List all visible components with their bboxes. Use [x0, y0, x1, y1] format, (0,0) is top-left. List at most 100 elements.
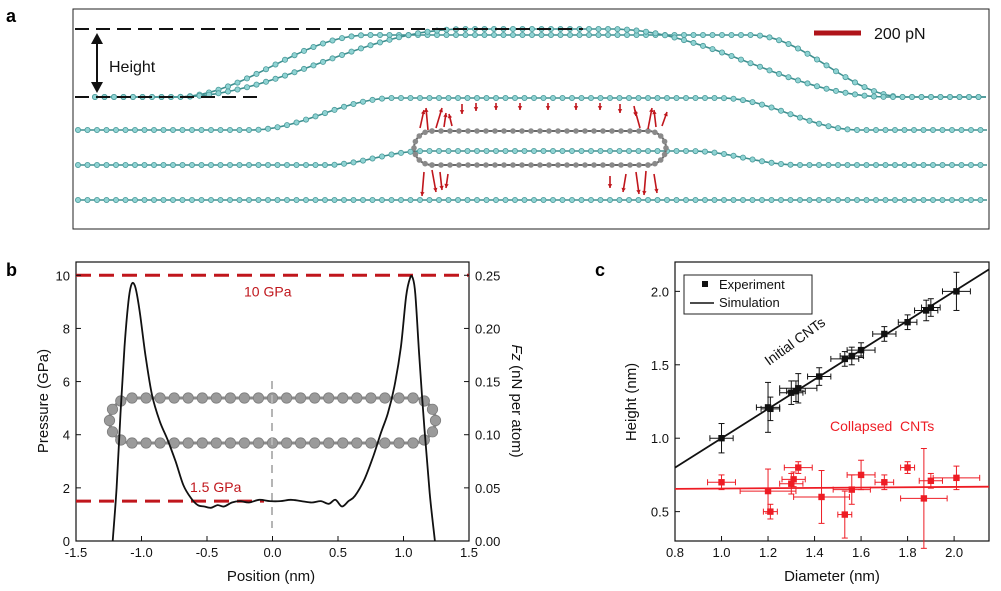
graphene-layer-3-atom	[702, 95, 709, 102]
graphene-layer-2-atom	[958, 161, 965, 168]
cnt-a-atom	[429, 162, 435, 168]
graphene-layer-1-atom	[835, 196, 842, 203]
b-x-tick-label: -1.5	[65, 545, 87, 560]
graphene-layer-1-atom	[113, 196, 120, 203]
cnt-a-atom	[555, 128, 561, 134]
cnt-a-atom	[510, 128, 516, 134]
b-cnt-atom	[426, 426, 439, 438]
force-arrow-head	[443, 113, 448, 118]
graphene-layer-5-atom	[586, 25, 593, 32]
b-y-tick-label: 4	[63, 428, 70, 443]
graphene-layer-2-atom	[245, 161, 252, 168]
graphene-layer-5-atom	[833, 87, 840, 94]
b-cnt-atom	[224, 392, 236, 404]
b-y-tick-label: 2	[63, 481, 70, 496]
graphene-layer-2-atom	[369, 155, 376, 162]
graphene-layer-2-atom	[113, 161, 120, 168]
graphene-layer-5-atom	[966, 94, 973, 101]
graphene-layer-1-atom	[588, 196, 595, 203]
graphene-layer-3-atom	[359, 98, 366, 105]
graphene-layer-3-atom	[635, 95, 642, 102]
graphene-layer-3-atom	[835, 125, 842, 132]
graphene-layer-2-atom	[312, 161, 319, 168]
graphene-layer-2-atom	[844, 161, 851, 168]
graphene-layer-2-atom	[388, 151, 395, 158]
graphene-layer-5-atom	[291, 69, 298, 76]
graphene-layer-2-atom	[692, 148, 699, 155]
graphene-layer-5-atom	[624, 26, 631, 33]
b-cnt-atom	[106, 403, 119, 415]
graphene-layer-1-atom	[730, 196, 737, 203]
graphene-layer-1-atom	[502, 196, 509, 203]
graphene-layer-4-atom	[471, 32, 478, 39]
graphene-layer-2-atom	[331, 161, 338, 168]
graphene-layer-4-atom	[605, 32, 612, 39]
graphene-layer-1-atom	[778, 196, 785, 203]
graphene-layer-3-atom	[369, 96, 376, 103]
cnt-a-atom	[422, 129, 428, 136]
initial-data-point	[767, 405, 774, 413]
graphene-layer-3-atom	[350, 101, 357, 108]
graphene-layer-3-atom	[749, 99, 756, 106]
cnt-a-atom	[474, 128, 480, 134]
graphene-layer-2-atom	[492, 147, 499, 154]
graphene-layer-3-atom	[131, 127, 138, 134]
graphene-layer-1-atom	[559, 196, 566, 203]
graphene-layer-3-atom	[445, 95, 452, 102]
c-y-axis-title: Height (nm)	[623, 363, 640, 441]
b-cnt-atom	[407, 437, 419, 449]
graphene-layer-1-atom	[302, 196, 309, 203]
force-arrow-head	[636, 189, 641, 194]
graphene-layer-4-atom	[529, 32, 536, 39]
graphene-layer-2-atom	[483, 147, 490, 154]
c-y-tick-label: 0.5	[651, 505, 669, 520]
cnt-a-atom	[456, 128, 462, 134]
cnt-a-atom	[501, 162, 507, 168]
graphene-layer-1-atom	[844, 196, 851, 203]
b-cnt-atom	[115, 434, 127, 446]
graphene-layer-4-atom	[348, 33, 355, 40]
cnt-a-atom	[546, 162, 552, 168]
graphene-layer-2-atom	[778, 160, 785, 167]
b-y-axis-title: Pressure (GPa)	[35, 349, 52, 453]
graphene-layer-2-atom	[150, 161, 157, 168]
graphene-layer-1-atom	[473, 196, 480, 203]
graphene-layer-1-atom	[759, 196, 766, 203]
graphene-layer-1-atom	[264, 196, 271, 203]
graphene-layer-5-atom	[262, 78, 269, 85]
graphene-layer-3-atom	[654, 95, 661, 102]
b-y2-axis-title-symbol: Fz	[508, 344, 525, 361]
graphene-layer-1-atom	[283, 196, 290, 203]
b-cnt-atom	[196, 437, 208, 449]
graphene-layer-4-atom	[681, 32, 688, 39]
graphene-layer-3-atom	[873, 127, 880, 134]
graphene-layer-2-atom	[445, 147, 452, 154]
graphene-layer-1-atom	[435, 196, 442, 203]
cnt-a-atom	[652, 129, 658, 136]
graphene-layer-5-atom	[215, 90, 222, 97]
graphene-layer-4-atom	[329, 37, 336, 44]
collapsed-data-point	[767, 508, 774, 515]
initial-data-point	[927, 304, 935, 311]
graphene-layer-5-atom	[652, 30, 659, 37]
graphene-layer-2-atom	[512, 147, 519, 154]
graphene-layer-1-atom	[407, 196, 414, 203]
simulation-lines	[674, 268, 990, 490]
graphene-layer-3-atom	[683, 95, 690, 102]
graphene-layer-3-atom	[882, 127, 889, 134]
graphene-layer-5-atom	[880, 93, 887, 100]
graphene-layer-3-atom	[198, 127, 205, 134]
graphene-layer-2-atom	[416, 148, 423, 155]
graphene-layer-2-atom	[683, 147, 690, 154]
b-cnt-atom	[393, 392, 405, 404]
graphene-layer-4-atom	[871, 88, 878, 95]
graphene-layer-3-atom	[711, 95, 718, 102]
cnt-a-atom	[492, 128, 498, 134]
graphene-layer-2-atom	[454, 147, 461, 154]
cnt-a-atom	[412, 151, 419, 158]
b-y-tick-label: 6	[63, 375, 70, 390]
graphene-layer-2-atom	[94, 161, 101, 168]
graphene-layer-5-atom	[329, 55, 336, 62]
collapsed-nanotube-a	[411, 128, 669, 168]
graphene-layer-3-atom	[645, 95, 652, 102]
